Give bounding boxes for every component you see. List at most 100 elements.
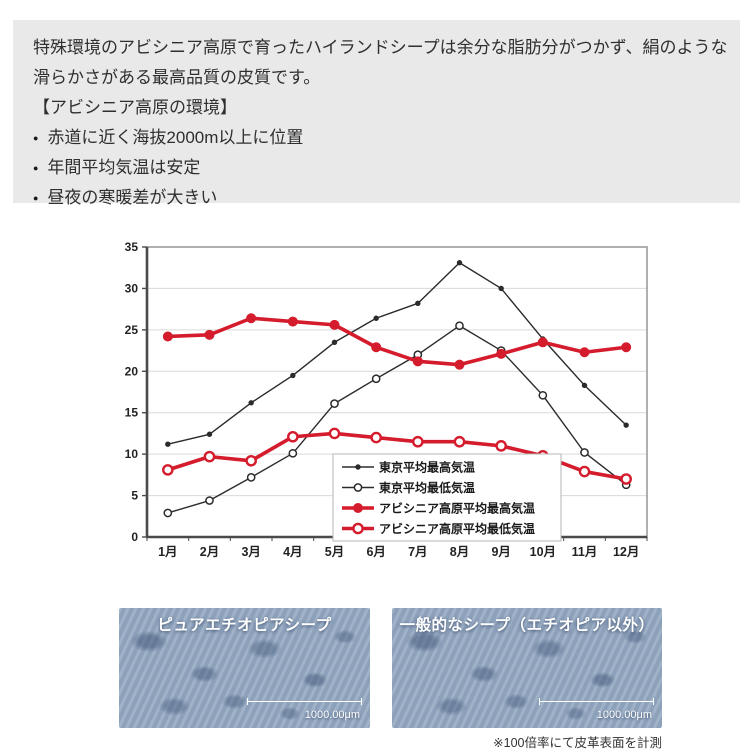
series-line — [167, 316, 627, 367]
marker-circle-large — [162, 464, 174, 476]
marker-circle — [246, 472, 256, 482]
marker-circle-large — [245, 454, 257, 467]
micrograph-title: ピュアエチオピアシープ — [157, 617, 332, 634]
marker-dot-large — [162, 331, 173, 342]
temperature-chart: 0 5 10 15 20 25 30 35 1月 2月 3月 4月 5月 6月 7月 8月 9月 10月 11月 12… — [100, 233, 700, 568]
y-tick-label: 15 — [125, 406, 139, 420]
marker-dot — [373, 315, 379, 321]
environment-bullet-2: ● 年間平均気温は安定 — [33, 153, 720, 183]
legend-label: アビシニア高原平均最低気温 — [379, 521, 535, 536]
marker-dot — [456, 260, 463, 266]
marker-circle-large — [370, 431, 382, 444]
y-tick-label: 35 — [125, 240, 139, 254]
marker-circle — [205, 496, 214, 505]
environment-bullet-1: ● 赤道に近く海抜2000m以上に位置 — [33, 123, 720, 153]
marker-circle-large — [328, 427, 341, 440]
x-category-label: 8月 — [450, 545, 469, 559]
y-tick-label: 0 — [131, 530, 138, 544]
x-category-label: 2月 — [200, 545, 219, 559]
marker-circle — [580, 448, 589, 457]
micrograph-general-sheep: 一般的なシープ（エチオピア以外） 1000.00μm — [392, 608, 662, 728]
micrograph-title: 一般的なシープ（エチオピア以外） — [399, 617, 655, 634]
micrograph-pure-ethiopia-sheep: ピュアエチオピアシープ 1000.00μm — [119, 608, 370, 728]
y-tick-label: 5 — [131, 489, 138, 503]
scale-bar — [247, 698, 362, 705]
marker-dot — [206, 431, 213, 437]
marker-circle-large — [620, 473, 632, 485]
marker-circle — [371, 374, 381, 384]
magnification-caption: ※100倍率にて皮革表面を計測 — [493, 736, 662, 750]
marker-dot-large — [537, 337, 548, 348]
marker-dot-large — [579, 347, 590, 358]
marker-dot-large — [454, 359, 465, 370]
x-category-label: 3月 — [241, 545, 260, 559]
marker-dot — [248, 400, 254, 406]
environment-heading: 【アビシニア高原の環境】 — [33, 98, 237, 117]
bullet-icon: ● — [33, 163, 39, 173]
y-tick-label: 10 — [125, 447, 139, 461]
marker-dot — [498, 285, 504, 292]
series-1 — [163, 321, 631, 518]
chart-legend: 東京平均最高気温東京平均最低気温アビシニア高原平均最高気温アビシニア高原平均最低… — [332, 453, 562, 542]
scale-label: 1000.00μm — [304, 709, 360, 721]
series-line — [167, 262, 627, 445]
marker-circle-large — [412, 435, 424, 448]
description-line-2: 滑らかさがある最高品質の皮質です。 — [33, 68, 321, 87]
bullet-text: 昼夜の寒暖差が大きい — [47, 188, 218, 207]
environment-bullet-3: ● 昼夜の寒暖差が大きい — [33, 183, 720, 213]
marker-circle-large — [352, 522, 364, 535]
marker-circle — [330, 399, 339, 408]
marker-dot — [290, 372, 296, 379]
legend-label: アビシニア高原平均最高気温 — [379, 501, 535, 516]
marker-circle — [353, 483, 363, 492]
marker-circle-large — [495, 440, 507, 452]
marker-dot-large — [496, 348, 507, 359]
marker-dot — [165, 441, 171, 447]
marker-dot-large — [287, 316, 298, 327]
legend-label: 東京平均最高気温 — [379, 460, 475, 475]
x-category-label: 9月 — [491, 545, 510, 559]
product-description-box: 特殊環境のアビシニア高原で育ったハイランドシープは余分な脂肪分がつかず、絹のよう… — [13, 20, 740, 207]
marker-circle-large — [287, 430, 299, 443]
x-category-label: 11月 — [572, 545, 598, 559]
bullet-text: 赤道に近く海抜2000m以上に位置 — [47, 128, 304, 147]
y-tick-label: 20 — [125, 364, 139, 378]
marker-circle — [163, 508, 173, 518]
bullet-icon: ● — [33, 193, 39, 203]
marker-circle-large — [203, 450, 216, 463]
legend-label: 東京平均最低気温 — [379, 480, 475, 495]
x-category-label: 10月 — [530, 545, 556, 559]
marker-dot-large — [353, 503, 363, 513]
marker-dot-large — [412, 356, 423, 367]
marker-circle — [288, 448, 298, 458]
series-2 — [162, 313, 632, 370]
marker-dot-large — [371, 342, 382, 353]
marker-dot-large — [204, 329, 215, 340]
marker-circle-large — [578, 465, 591, 478]
x-category-label: 5月 — [325, 545, 344, 559]
temperature-chart-svg: 0 5 10 15 20 25 30 35 1月 2月 3月 4月 5月 6月 7月 8月 9月 10月 11月 12… — [125, 240, 648, 559]
marker-dot — [415, 300, 421, 307]
scale-bar — [539, 698, 654, 705]
series-0 — [165, 260, 629, 447]
bullet-text: 年間平均気温は安定 — [47, 158, 201, 177]
marker-dot — [331, 339, 338, 345]
description-line-1: 特殊環境のアビシニア高原で育ったハイランドシープは余分な脂肪分がつかず、絹のよう… — [33, 38, 728, 57]
x-category-label: 4月 — [283, 545, 302, 559]
scale-label: 1000.00μm — [596, 709, 652, 721]
bullet-icon: ● — [33, 133, 39, 143]
marker-circle — [455, 321, 464, 331]
x-category-label: 1月 — [158, 545, 177, 559]
y-tick-label: 30 — [125, 281, 139, 295]
marker-circle-large — [453, 435, 466, 448]
marker-dot-large — [329, 319, 340, 330]
marker-dot — [581, 382, 588, 389]
y-tick-label: 25 — [125, 323, 139, 337]
marker-circle — [538, 390, 548, 400]
legend-box — [332, 453, 562, 542]
x-category-label: 12月 — [613, 545, 639, 559]
marker-dot-large — [621, 342, 632, 353]
marker-dot-large — [246, 313, 257, 324]
x-category-label: 7月 — [408, 545, 427, 559]
marker-dot — [623, 422, 629, 428]
